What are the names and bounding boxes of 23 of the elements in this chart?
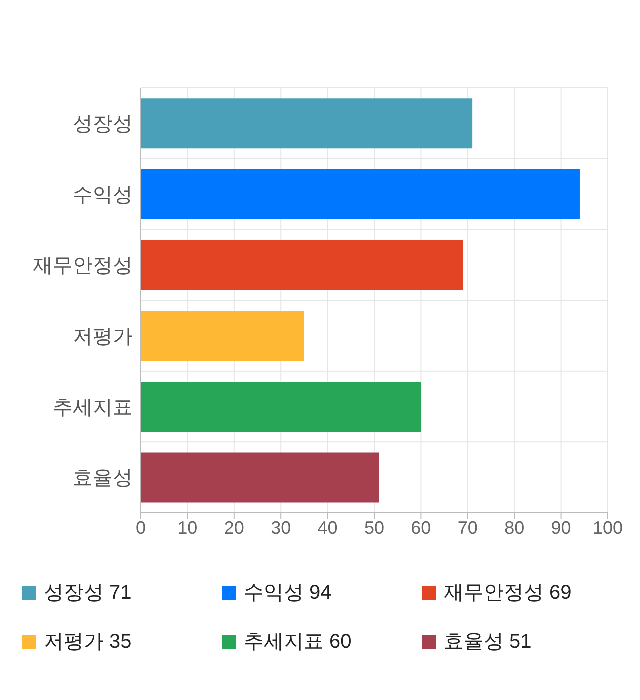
legend-label: 저평가 35 <box>44 630 132 655</box>
x-tick-label: 20 <box>224 518 244 538</box>
x-tick-label: 10 <box>178 518 198 538</box>
x-tick-label: 90 <box>551 518 572 538</box>
legend-label: 성장성 71 <box>44 581 132 606</box>
x-tick-label: 80 <box>504 518 525 538</box>
legend-label: 추세지표 60 <box>244 630 352 655</box>
x-tick-label: 100 <box>592 518 624 538</box>
legend-label: 수익성 94 <box>244 581 332 606</box>
y-tick-label: 추세지표 <box>53 396 133 419</box>
y-tick-label: 저평가 <box>73 326 133 348</box>
legend-label: 효율성 51 <box>444 630 532 655</box>
x-tick-label: 50 <box>364 518 385 538</box>
y-tick-label: 효율성 <box>73 468 133 490</box>
legend-label: 재무안정성 69 <box>444 581 572 606</box>
x-tick-label: 40 <box>318 518 338 538</box>
x-tick-label: 0 <box>136 518 146 538</box>
y-tick-label: 재무안정성 <box>33 255 133 278</box>
y-tick-label: 성장성 <box>73 114 133 136</box>
y-tick-label: 수익성 <box>73 184 133 206</box>
x-tick-label: 30 <box>271 518 292 538</box>
x-tick-label: 70 <box>458 518 478 538</box>
x-tick-label: 60 <box>411 518 432 538</box>
